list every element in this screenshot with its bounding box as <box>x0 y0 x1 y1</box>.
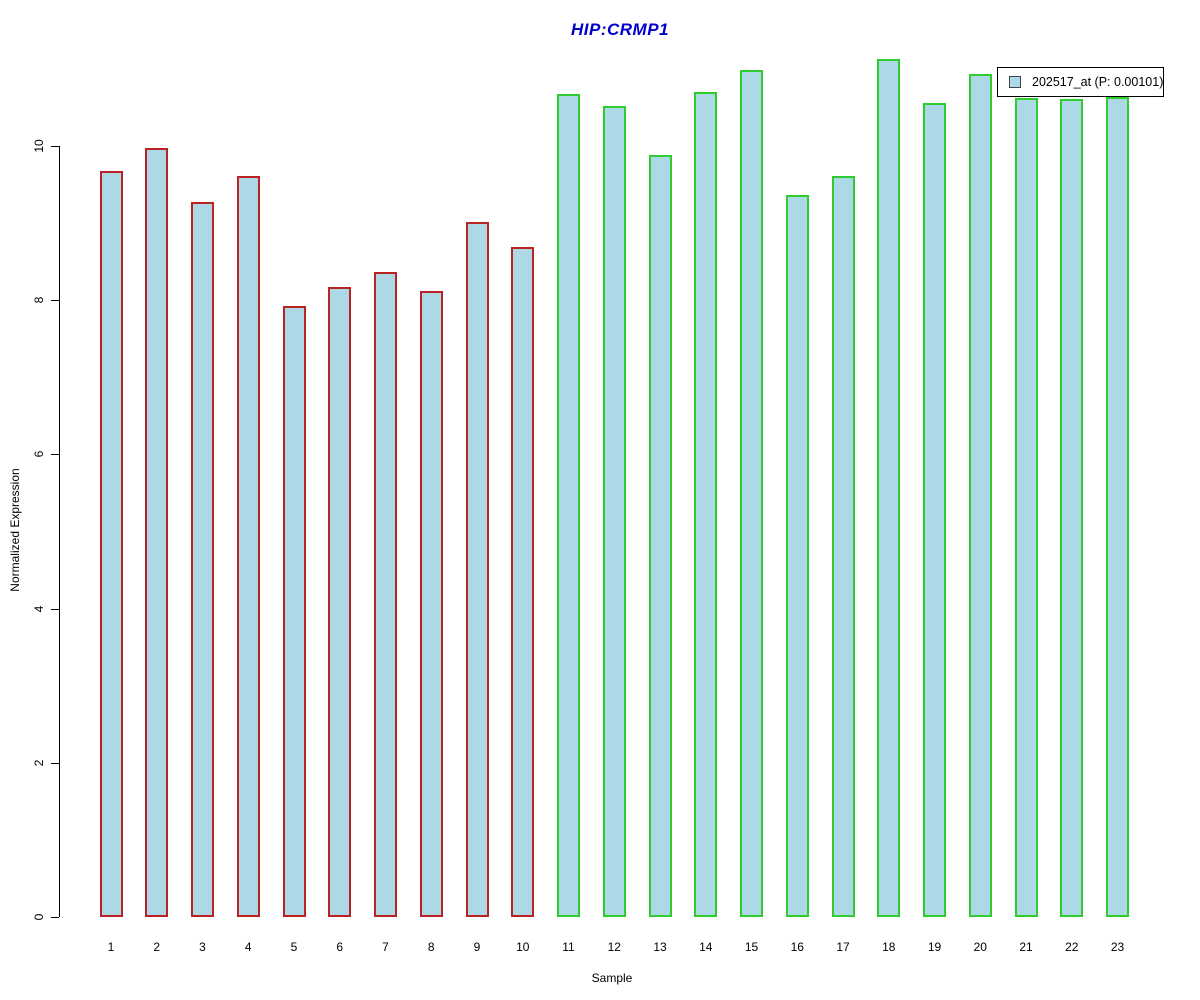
bar <box>191 201 214 917</box>
bar <box>511 247 535 917</box>
y-tick-label: 10 <box>32 139 46 153</box>
bar <box>328 287 352 917</box>
x-tick-label: 19 <box>927 940 942 954</box>
x-tick-label: 14 <box>699 940 713 954</box>
x-tick-label: 2 <box>153 940 161 954</box>
x-tick-label: 5 <box>290 940 298 954</box>
x-axis-title: Sample <box>591 971 633 985</box>
y-tick-mark <box>51 300 59 302</box>
x-tick-label: 4 <box>244 940 252 954</box>
x-tick-label: 3 <box>199 940 206 954</box>
bar <box>831 176 855 917</box>
bar <box>99 171 123 917</box>
y-tick-mark <box>51 454 59 456</box>
y-tick-label: 6 <box>32 451 46 458</box>
x-tick-label: 16 <box>790 940 804 954</box>
bar <box>694 92 718 917</box>
x-tick-label: 15 <box>744 940 759 954</box>
x-tick-label: 18 <box>882 940 896 954</box>
y-axis-line <box>59 146 60 917</box>
legend-label: 202517_at (P: 0.00101) <box>1032 75 1164 89</box>
bar <box>374 271 397 917</box>
bar <box>557 93 580 917</box>
chart-title: HIP:CRMP1 <box>570 20 669 39</box>
y-tick-label: 2 <box>32 759 46 767</box>
y-tick-mark <box>51 917 59 918</box>
y-axis-title: Normalized Expression <box>8 468 22 592</box>
bar <box>419 290 443 917</box>
x-tick-label: 6 <box>336 940 344 954</box>
bar <box>282 305 306 917</box>
y-tick-mark <box>51 608 59 610</box>
x-tick-label: 10 <box>516 940 530 954</box>
bar <box>877 58 901 917</box>
x-tick-label: 12 <box>607 940 621 954</box>
bar <box>1014 98 1038 917</box>
x-tick-label: 22 <box>1065 940 1079 954</box>
y-tick-label: 8 <box>32 296 46 304</box>
bar <box>145 148 169 917</box>
x-tick-label: 11 <box>562 940 575 954</box>
x-tick-label: 17 <box>836 940 850 954</box>
bar <box>785 194 809 917</box>
x-tick-label: 1 <box>107 940 115 954</box>
x-tick-label: 23 <box>1110 940 1125 954</box>
x-tick-label: 20 <box>973 940 987 954</box>
bar <box>236 176 260 917</box>
x-tick-label: 7 <box>382 940 389 954</box>
x-tick-label: 13 <box>653 940 667 954</box>
bar <box>1106 97 1129 917</box>
bar <box>923 102 946 917</box>
y-tick-mark <box>51 146 59 147</box>
bar <box>602 105 626 917</box>
bar <box>648 155 672 917</box>
x-tick-label: 21 <box>1019 940 1033 954</box>
bar <box>968 73 992 917</box>
x-tick-label: 8 <box>427 940 435 954</box>
bar <box>465 222 489 917</box>
bar <box>740 70 763 917</box>
x-tick-label: 9 <box>473 940 481 954</box>
y-tick-label: 4 <box>32 605 46 612</box>
legend-swatch-icon <box>1009 76 1021 88</box>
y-tick-mark <box>51 762 59 764</box>
legend-box: 202517_at (P: 0.00101) <box>997 67 1164 97</box>
y-tick-label: 0 <box>32 913 46 921</box>
bar <box>1060 98 1084 917</box>
